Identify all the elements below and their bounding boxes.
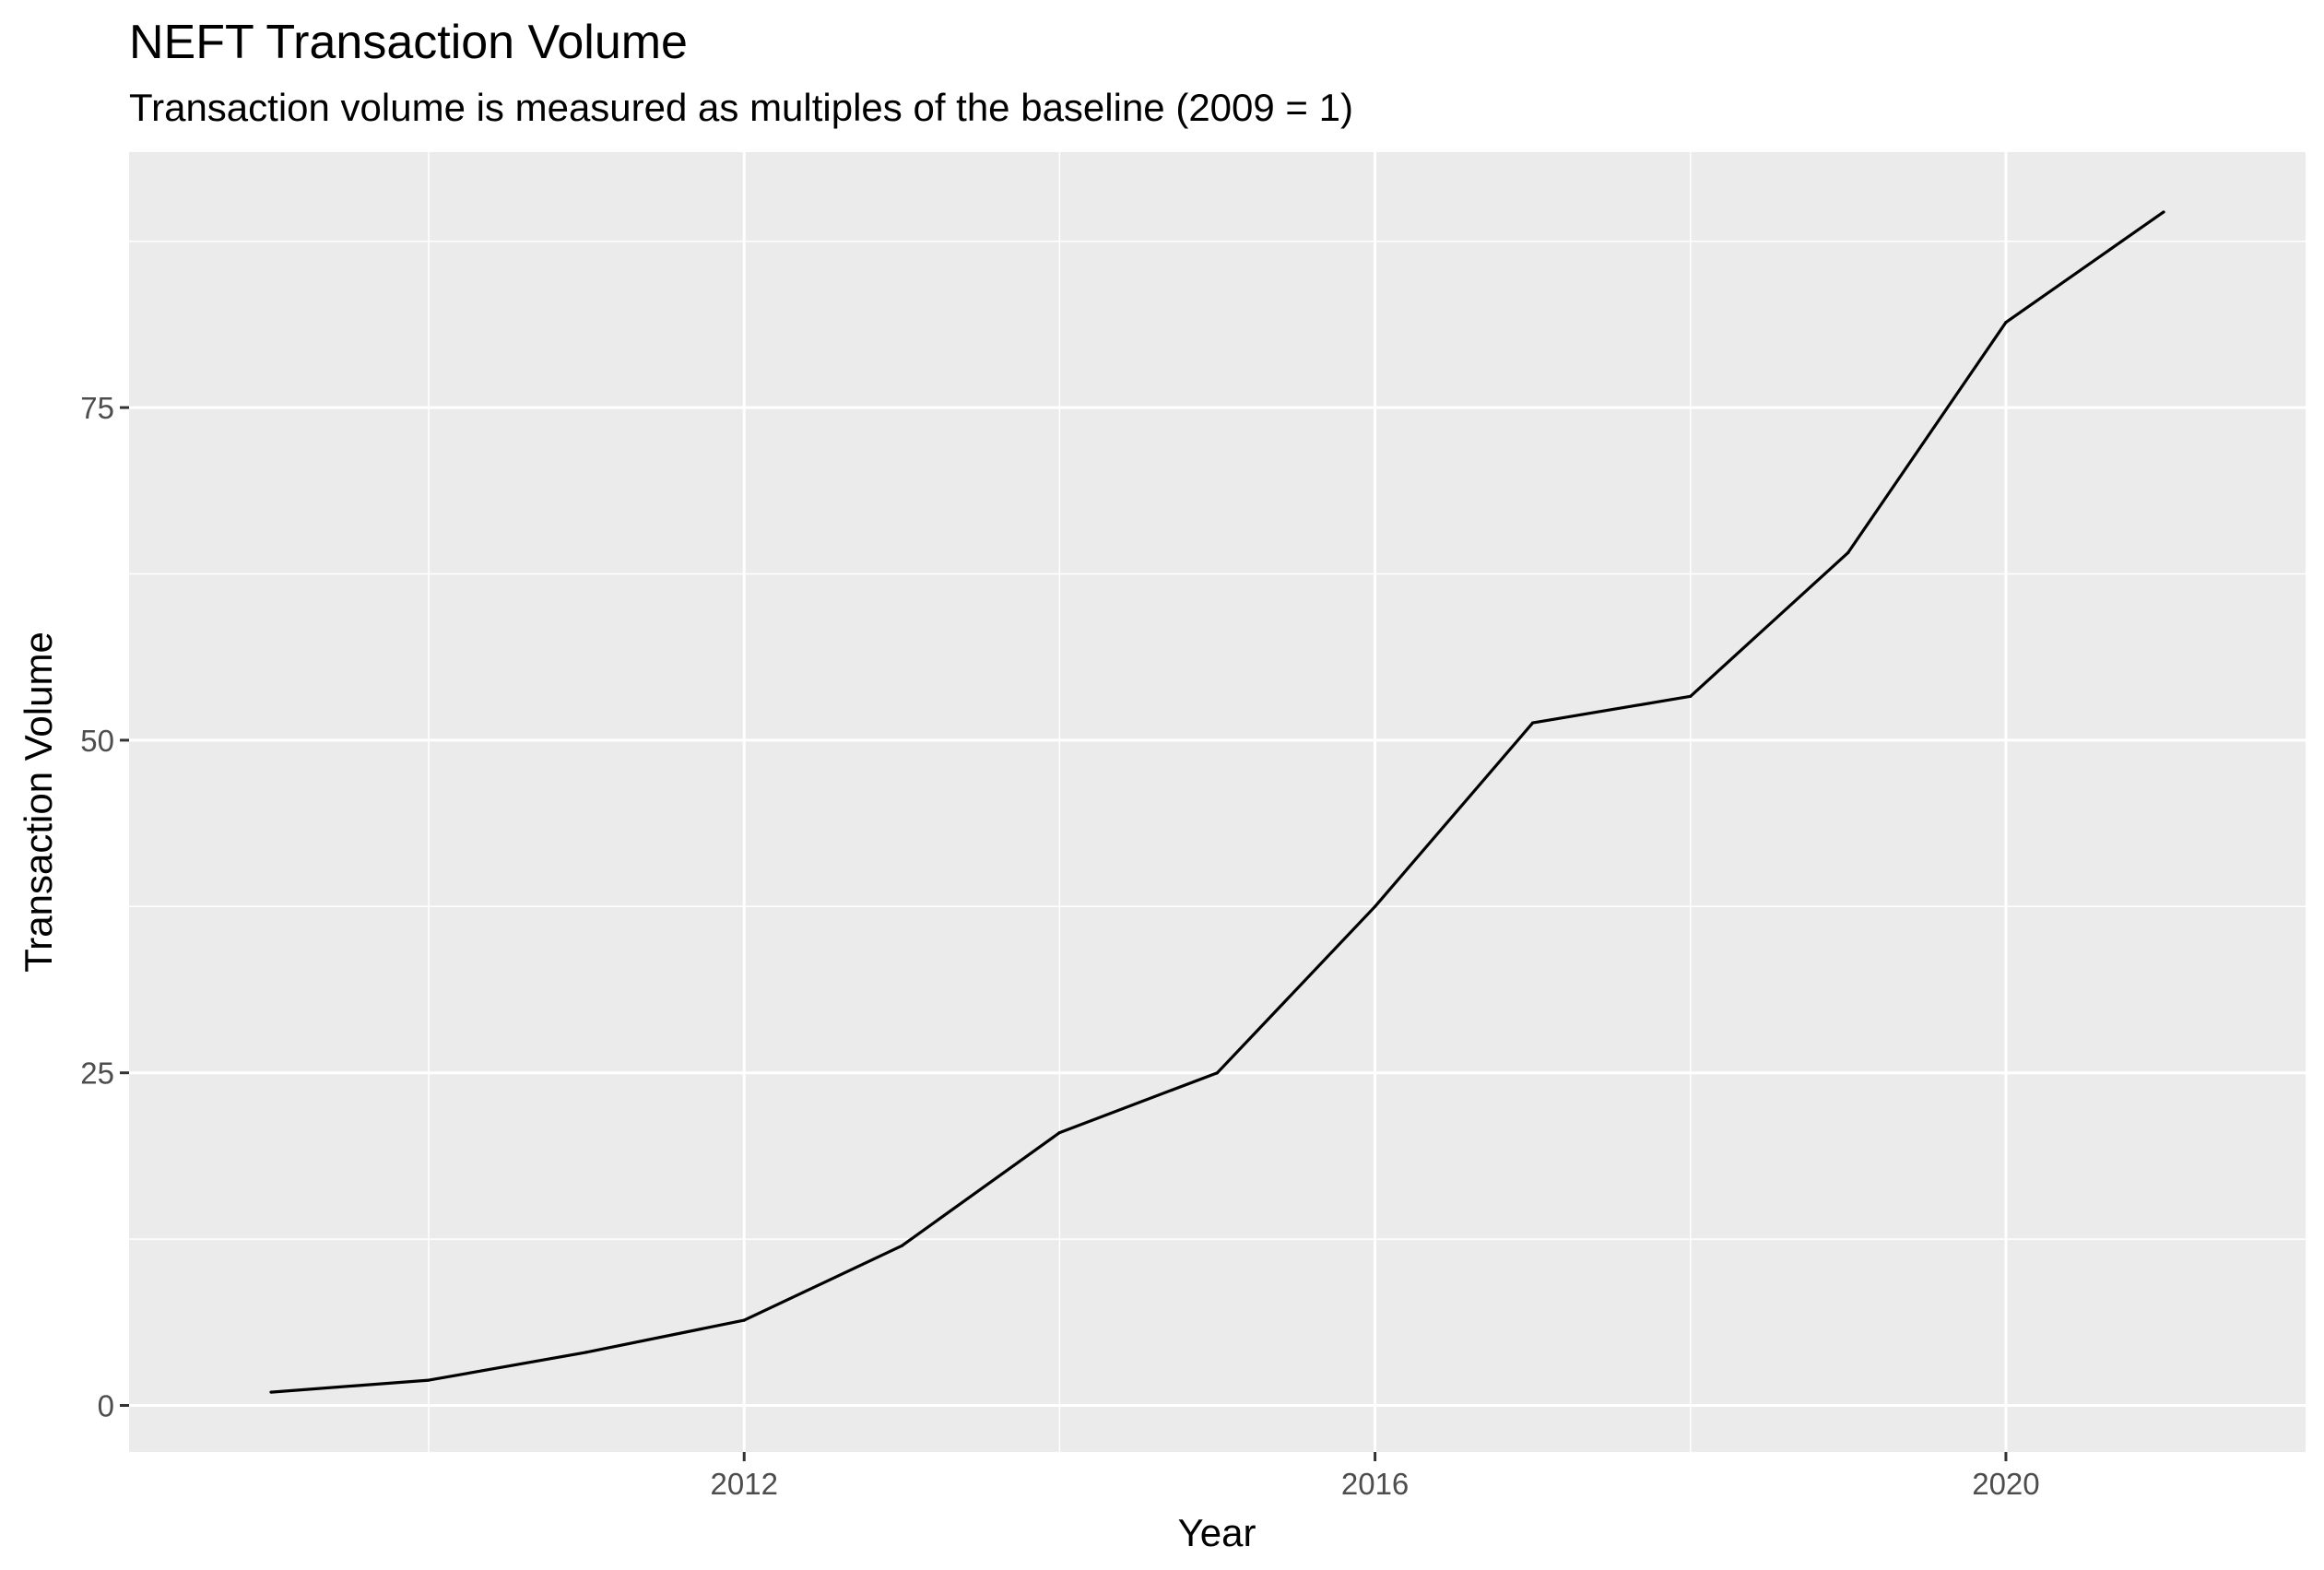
- grid-minor: [129, 152, 2306, 1452]
- data-point: [584, 1351, 588, 1354]
- x-tick-label: 2020: [1972, 1467, 2039, 1501]
- data-point: [2004, 321, 2008, 325]
- data-point: [269, 1390, 273, 1394]
- y-axis-title: Transaction Volume: [17, 632, 60, 973]
- data-point: [2162, 210, 2165, 214]
- data-point: [1057, 1131, 1062, 1135]
- y-axis: 0 25 50 75: [80, 391, 129, 1422]
- data-point: [427, 1378, 431, 1382]
- data-point: [1215, 1071, 1220, 1075]
- y-tick-label: 50: [80, 724, 114, 758]
- x-tick-label: 2012: [711, 1467, 778, 1501]
- x-axis-title: Year: [1178, 1511, 1256, 1554]
- y-tick-label: 0: [98, 1388, 114, 1422]
- data-point: [742, 1318, 746, 1322]
- data-series: [269, 210, 2165, 1394]
- data-point: [1373, 904, 1377, 908]
- chart-subtitle: Transaction volume is measured as multip…: [129, 86, 1353, 129]
- y-tick-label: 75: [80, 391, 114, 425]
- plot-panel: [129, 152, 2306, 1452]
- x-axis: 2012 2016 2020: [711, 1452, 2040, 1501]
- data-point: [900, 1244, 903, 1247]
- data-point: [1846, 550, 1850, 555]
- data-point: [1689, 694, 1693, 698]
- x-tick-label: 2016: [1341, 1467, 1409, 1501]
- data-point: [1531, 721, 1535, 725]
- grid-major: [129, 152, 2306, 1452]
- y-tick-label: 25: [80, 1057, 114, 1091]
- chart-title: NEFT Transaction Volume: [129, 16, 688, 69]
